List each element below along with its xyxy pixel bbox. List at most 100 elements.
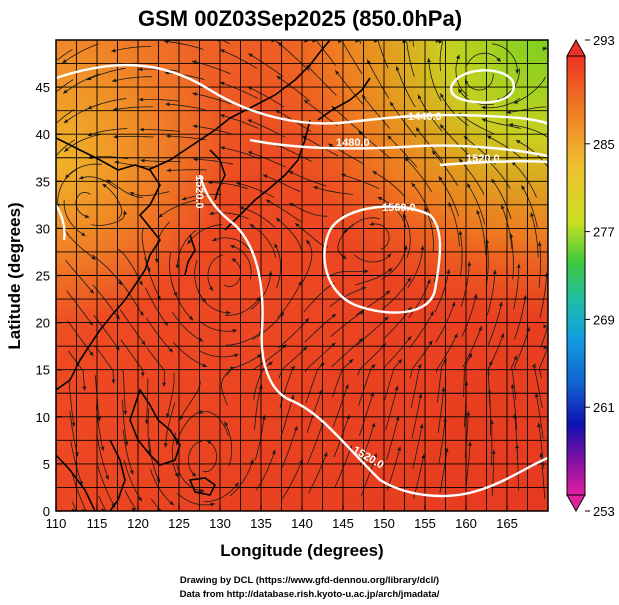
streamline-arrow: [124, 441, 129, 446]
streamline: [303, 282, 335, 313]
streamline: [113, 136, 154, 138]
streamline: [202, 440, 218, 473]
streamline: [306, 389, 323, 433]
streamline: [544, 46, 548, 50]
streamline-arrow: [123, 210, 127, 215]
streamline-arrow: [508, 123, 514, 127]
streamline-arrow: [250, 459, 254, 464]
y-tick-label: 20: [36, 316, 50, 331]
streamline: [212, 237, 250, 250]
streamline: [169, 251, 178, 297]
streamline-arrow: [220, 146, 225, 150]
streamline: [75, 191, 91, 218]
streamline-arrow: [530, 212, 534, 217]
streamline: [94, 344, 115, 384]
streamline: [194, 260, 207, 303]
y-tick-label: 0: [43, 504, 50, 519]
streamline: [382, 306, 412, 340]
colorbar-scale: [566, 55, 586, 496]
streamline-arrow: [390, 101, 394, 107]
streamline-arrow: [487, 135, 492, 140]
streamline-arrow: [372, 171, 377, 175]
streamline-arrow: [373, 453, 378, 458]
streamline-arrow: [478, 326, 482, 331]
streamline-arrow: [138, 67, 143, 72]
streamline: [361, 94, 391, 129]
streamline: [521, 185, 538, 228]
streamline: [254, 384, 263, 431]
streamline: [369, 223, 390, 250]
streamline-arrow: [424, 207, 429, 212]
streamline-arrow: [64, 147, 69, 152]
streamline-arrow: [140, 158, 145, 163]
streamline: [255, 449, 276, 491]
streamline: [56, 79, 74, 93]
streamline-arrow: [89, 289, 94, 294]
streamline: [199, 350, 239, 358]
colorbar-bottom-arrow: [566, 494, 586, 513]
streamline-arrow: [313, 186, 318, 190]
streamline: [389, 101, 417, 138]
streamline-arrow: [147, 450, 152, 455]
streamline-arrow: [516, 263, 521, 268]
streamline: [187, 440, 203, 477]
streamline-arrow: [438, 176, 443, 181]
streamline: [500, 204, 513, 250]
streamline: [247, 86, 285, 108]
streamline-arrow: [247, 86, 253, 91]
streamline: [203, 482, 239, 502]
streamline-arrow: [100, 446, 105, 451]
streamline: [540, 326, 548, 349]
streamline-arrow: [481, 118, 487, 123]
streamline: [409, 311, 434, 349]
streamline: [481, 118, 521, 129]
streamline: [487, 301, 503, 346]
colorbar-ticks: 293 285 277 269 261 253: [585, 33, 615, 519]
streamline: [64, 133, 102, 153]
streamline: [439, 124, 470, 157]
streamline-arrow: [202, 363, 207, 368]
streamline-arrow: [387, 135, 392, 140]
streamline: [224, 421, 233, 466]
streamline-arrow: [224, 421, 229, 427]
streamline-arrow: [102, 183, 107, 188]
streamline-arrow: [543, 345, 548, 350]
streamline: [341, 41, 363, 75]
streamline-arrow: [458, 230, 463, 235]
streamline: [68, 380, 75, 427]
streamline: [177, 492, 216, 506]
streamline-arrow: [193, 157, 198, 162]
streamline: [149, 468, 175, 506]
streamline-arrow: [523, 295, 527, 300]
streamline: [486, 238, 489, 285]
streamline-arrow: [515, 140, 521, 144]
streamline-arrow: [232, 329, 237, 333]
streamline-arrow: [139, 311, 144, 316]
streamline: [164, 72, 205, 80]
streamline: [334, 445, 352, 488]
streamline: [486, 269, 496, 316]
streamline-arrow: [397, 359, 402, 364]
streamline: [177, 229, 197, 269]
streamline: [408, 279, 431, 319]
streamline: [172, 311, 204, 342]
streamline-arrow: [458, 158, 463, 163]
streamline-arrow: [496, 57, 501, 62]
streamline-arrow: [440, 93, 444, 98]
streamline-arrow: [371, 422, 376, 428]
streamline: [359, 392, 374, 436]
streamline-arrow: [234, 482, 239, 487]
streamline-arrow: [63, 89, 68, 94]
streamline-arrow: [385, 290, 391, 295]
streamline: [372, 170, 406, 198]
streamline: [330, 310, 365, 338]
streamline: [64, 163, 102, 179]
streamline: [141, 227, 151, 273]
streamline-arrow: [169, 501, 174, 506]
streamline: [355, 267, 393, 286]
streamline-arrow: [248, 53, 253, 58]
streamline-arrow: [192, 60, 197, 64]
streamline: [276, 75, 311, 102]
streamline: [434, 269, 450, 313]
y-tick-label: 15: [36, 363, 50, 378]
